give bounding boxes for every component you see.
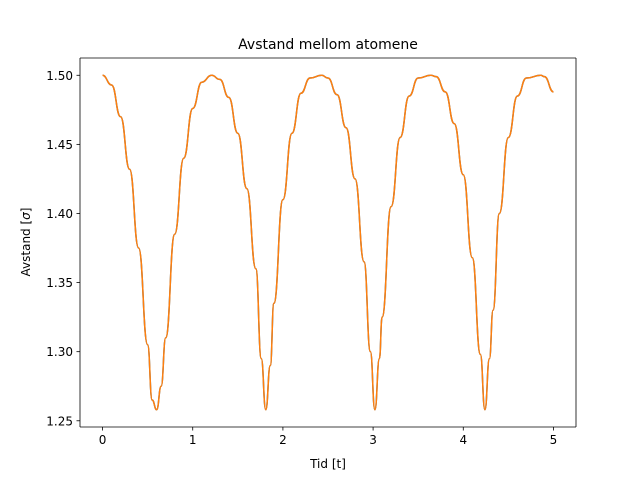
x-axis-ticks: 0 1 2 3 4 5 bbox=[99, 427, 558, 447]
series-line-2 bbox=[102, 74, 554, 411]
y-axis-label-symbol: σ bbox=[19, 212, 33, 220]
x-tick-label: 3 bbox=[369, 433, 377, 447]
chart-title: Avstand mellom atomene bbox=[238, 37, 418, 53]
y-axis-label-prefix: Avstand [ bbox=[19, 220, 33, 277]
series-layer bbox=[102, 74, 554, 411]
y-axis-ticks: 1.25 1.30 1.35 1.40 1.45 1.50 bbox=[46, 69, 80, 428]
y-axis-label: Avstand [σ] bbox=[19, 208, 33, 277]
y-tick-label: 1.25 bbox=[46, 414, 73, 428]
y-tick-label: 1.30 bbox=[46, 345, 73, 359]
x-tick-label: 4 bbox=[459, 433, 467, 447]
x-tick-label: 0 bbox=[99, 433, 107, 447]
x-tick-label: 2 bbox=[279, 433, 287, 447]
plot-frame bbox=[79, 57, 577, 428]
y-tick-label: 1.45 bbox=[46, 138, 73, 152]
x-tick-label: 1 bbox=[189, 433, 197, 447]
x-axis-label: Tid [t] bbox=[309, 457, 346, 471]
y-tick-label: 1.50 bbox=[46, 69, 73, 83]
y-axis-label-suffix: ] bbox=[19, 208, 33, 213]
plot-area-background bbox=[80, 58, 576, 427]
x-tick-label: 5 bbox=[550, 433, 558, 447]
y-tick-label: 1.35 bbox=[46, 276, 73, 290]
y-tick-label: 1.40 bbox=[46, 207, 73, 221]
